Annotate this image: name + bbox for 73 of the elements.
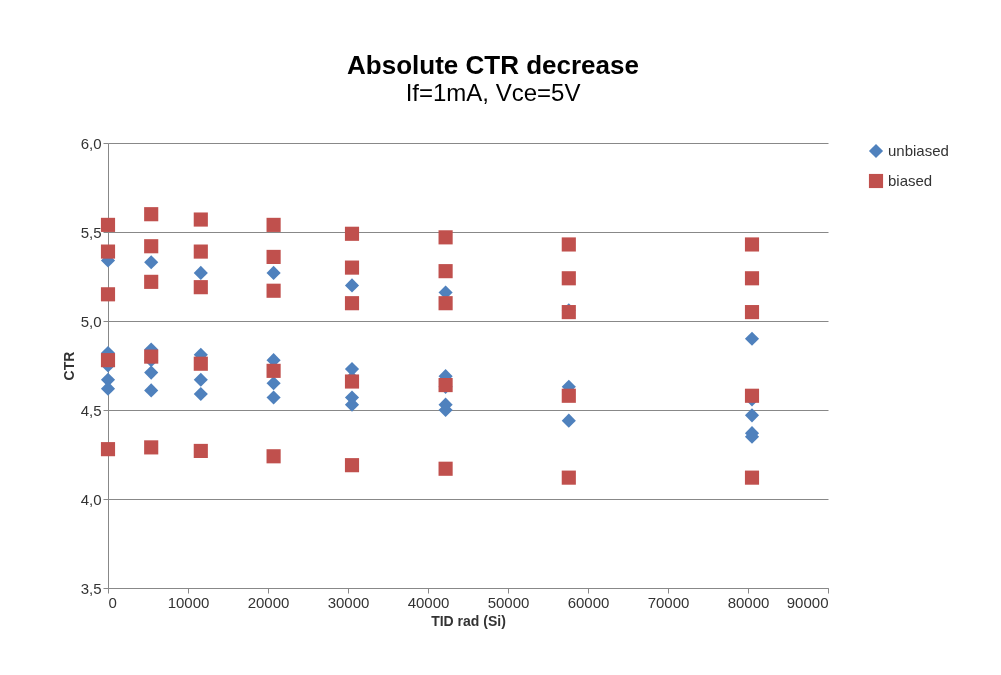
y-tick-label: 4,0 (80, 490, 102, 508)
point (744, 388, 760, 403)
point (100, 442, 116, 457)
point (144, 383, 159, 398)
point (193, 372, 208, 387)
x-tick-label: 40000 (407, 593, 450, 611)
point (266, 265, 281, 281)
point (344, 458, 360, 473)
point (344, 260, 360, 275)
point (438, 230, 453, 245)
point (193, 443, 208, 459)
y-tick-label: 3,5 (80, 579, 102, 597)
point (193, 265, 208, 281)
x-tick-label: 50000 (487, 593, 530, 611)
x-tick-label: 0 (108, 593, 117, 611)
point (438, 296, 453, 311)
x-axis-title: TID rad (Si) (431, 612, 506, 629)
point (744, 470, 760, 485)
legend-label: unbiased (888, 142, 949, 159)
point (144, 207, 159, 222)
point (561, 470, 576, 485)
point (266, 376, 281, 391)
point (266, 217, 281, 232)
point (266, 283, 281, 298)
point (193, 356, 208, 371)
point (100, 244, 116, 259)
x-tick-label: 30000 (327, 593, 370, 611)
chart-subtitle: If=1mA, Vce=5V (405, 79, 581, 106)
point (266, 449, 281, 464)
point (266, 390, 281, 405)
point (344, 374, 360, 389)
point (561, 237, 576, 252)
x-tick-label: 10000 (167, 593, 210, 611)
point (193, 280, 208, 295)
x-tick-label: 80000 (727, 593, 770, 611)
x-tick-label: 20000 (247, 593, 290, 611)
point (744, 331, 760, 346)
point (438, 461, 453, 476)
point (144, 274, 159, 289)
point (744, 237, 760, 252)
point (561, 388, 576, 403)
y-axis-title: CTR (60, 351, 77, 381)
point (100, 287, 116, 302)
y-tick-label: 5,0 (80, 312, 102, 330)
point (193, 244, 208, 259)
point (344, 278, 360, 293)
x-tick-label: 90000 (786, 593, 829, 611)
point (561, 413, 576, 428)
y-tick-label: 6,0 (80, 134, 102, 152)
point (100, 217, 116, 232)
y-tick-label: 4,5 (80, 401, 102, 419)
point (744, 408, 760, 423)
legend-label: biased (888, 172, 933, 189)
point (144, 239, 159, 254)
point (744, 305, 760, 320)
point (193, 212, 208, 227)
point (144, 349, 159, 364)
x-tick-label: 60000 (567, 593, 610, 611)
point (266, 363, 281, 378)
y-tick-label: 5,5 (80, 223, 102, 241)
point (744, 271, 760, 286)
point (144, 440, 159, 455)
point (144, 365, 159, 380)
point (438, 264, 453, 279)
chart-title: Absolute CTR decrease (347, 50, 639, 80)
point (144, 255, 159, 270)
point (561, 271, 576, 286)
x-tick-label: 70000 (647, 593, 690, 611)
point (344, 226, 360, 241)
point (344, 296, 360, 311)
point (266, 249, 281, 264)
point (193, 386, 208, 402)
point (100, 353, 116, 368)
